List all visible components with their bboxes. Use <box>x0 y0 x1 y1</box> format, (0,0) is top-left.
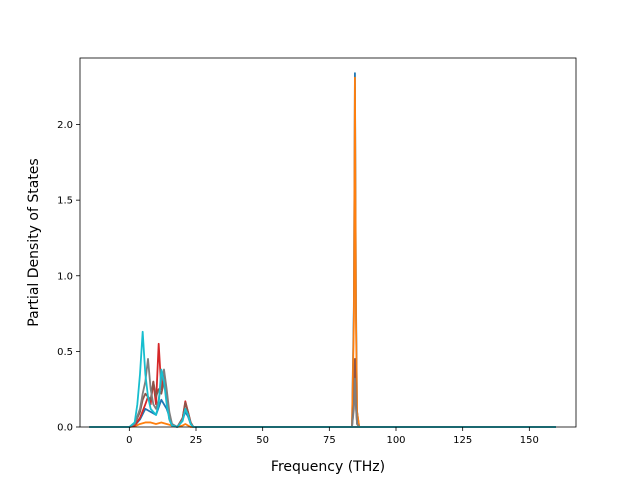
x-tick-label: 75 <box>323 435 336 446</box>
y-axis-label: Partial Density of States <box>26 158 42 326</box>
y-tick-label: 2.0 <box>57 120 73 131</box>
y-tick-label: 0.0 <box>57 423 73 434</box>
x-tick-label: 0 <box>126 435 132 446</box>
x-tick-label: 25 <box>190 435 203 446</box>
series-line-6 <box>89 330 556 428</box>
x-axis: 0 25 50 75 100 125 150 <box>126 427 539 446</box>
plot-frame <box>79 57 577 428</box>
series-layer <box>89 72 556 428</box>
x-tick-label: 100 <box>386 435 405 446</box>
x-axis-label: Frequency (THz) <box>271 459 385 475</box>
x-tick-label: 125 <box>453 435 472 446</box>
y-axis: 0.0 0.5 1.0 1.5 2.0 <box>57 120 80 434</box>
x-tick-label: 50 <box>256 435 269 446</box>
series-line-1 <box>89 72 556 428</box>
y-tick-label: 0.5 <box>57 347 73 358</box>
y-tick-label: 1.5 <box>57 196 73 207</box>
series-line-2 <box>89 76 556 428</box>
y-tick-label: 1.0 <box>57 271 73 282</box>
x-tick-label: 150 <box>520 435 539 446</box>
